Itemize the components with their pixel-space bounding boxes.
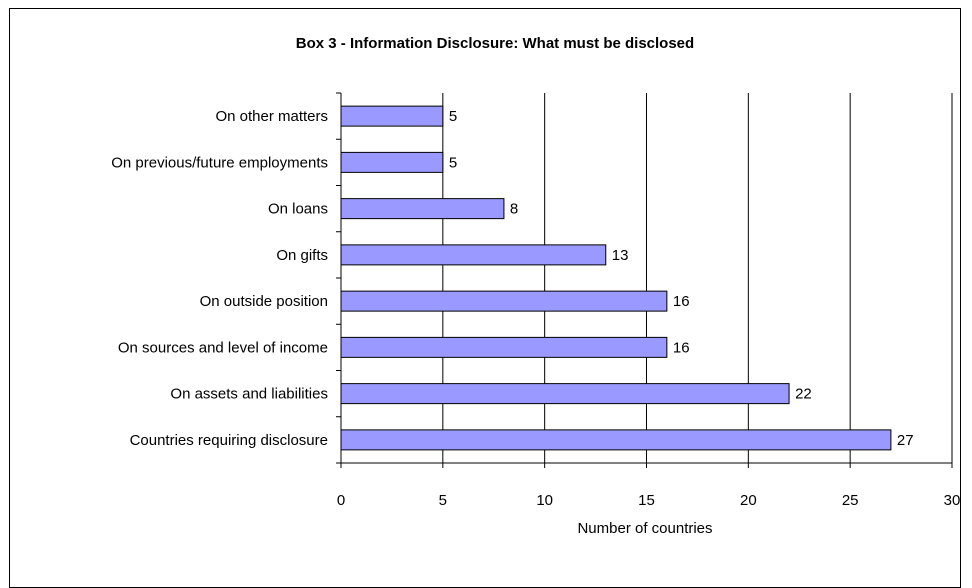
bar-chart: Box 3 - Information Disclosure: What mus…	[111, 35, 961, 537]
data-label: 16	[673, 339, 690, 356]
x-tick-label: 25	[842, 492, 859, 509]
data-label: 13	[612, 247, 629, 264]
bar	[340, 105, 444, 127]
bar	[340, 244, 607, 266]
bar	[340, 151, 444, 173]
bar	[340, 198, 505, 220]
data-label: 27	[897, 432, 914, 449]
data-label: 22	[795, 386, 812, 403]
category-labels: On other matters On previous/future emplo…	[111, 108, 328, 449]
x-tick-label: 10	[536, 492, 553, 509]
chart-title: Box 3 - Information Disclosure: What mus…	[296, 35, 694, 52]
data-label: 16	[673, 293, 690, 310]
category-label: On loans	[268, 201, 328, 218]
category-label: On previous/future employments	[111, 154, 328, 171]
bar	[340, 383, 790, 405]
bar	[340, 290, 668, 312]
category-label: On sources and level of income	[118, 339, 328, 356]
category-label: On outside position	[200, 293, 328, 310]
x-tick-label: 15	[638, 492, 655, 509]
bar	[340, 429, 892, 451]
x-tick-label: 5	[439, 492, 447, 509]
data-label: 8	[510, 201, 518, 218]
category-label: On assets and liabilities	[170, 386, 328, 403]
bars: 5 5 8 13 16 16 22 27	[340, 105, 914, 451]
data-label: 5	[449, 154, 457, 171]
x-tick-label: 20	[740, 492, 757, 509]
category-label: On gifts	[276, 247, 328, 264]
bar	[340, 336, 668, 358]
data-label: 5	[449, 108, 457, 125]
x-axis-ticks: 0 5 10 15 20 25 30	[337, 462, 961, 509]
grid-lines	[336, 92, 953, 464]
category-label: On other matters	[215, 108, 328, 125]
category-label: Countries requiring disclosure	[130, 432, 328, 449]
x-tick-label: 0	[337, 492, 345, 509]
x-tick-label: 30	[944, 492, 961, 509]
x-axis-label: Number of countries	[577, 520, 712, 537]
